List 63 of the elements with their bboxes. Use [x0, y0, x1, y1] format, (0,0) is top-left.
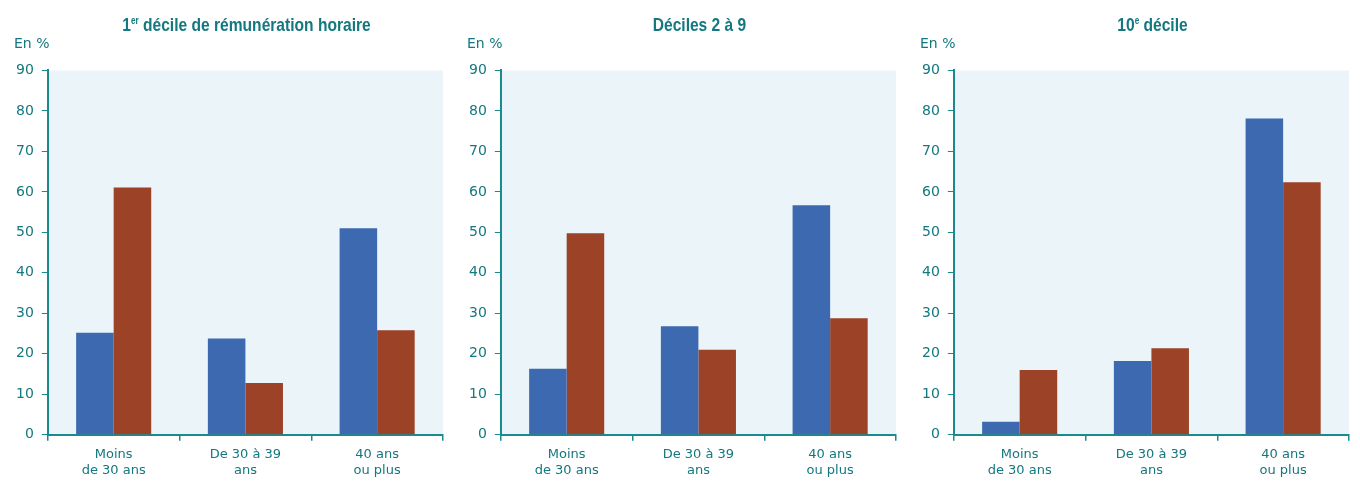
x-tick-label: 40 ans ou plus: [806, 445, 854, 477]
y-tick-label: 40: [15, 263, 34, 280]
y-tick-label: 60: [468, 182, 487, 199]
x-tick-label: Moins de 30 ans: [534, 445, 599, 477]
bar: [339, 228, 378, 435]
y-tick-label: 90: [468, 61, 487, 78]
bar: [1283, 182, 1321, 435]
y-tick-label: 70: [921, 142, 940, 159]
x-tick-label: 40 ans ou plus: [353, 445, 401, 477]
y-tick-label: 40: [921, 263, 940, 280]
y-tick-label: 70: [468, 142, 487, 159]
y-tick-label: 70: [15, 142, 34, 159]
bar: [566, 233, 605, 435]
y-tick-label: 20: [921, 344, 940, 361]
chart-title: 10$^{e}$ décile: [1116, 14, 1189, 36]
y-tick-label: 20: [15, 344, 34, 361]
y-tick-label: 30: [15, 303, 34, 320]
bar: [792, 205, 831, 435]
x-tick-label: 40 ans ou plus: [1259, 445, 1307, 477]
chart-title: Déciles 2 à 9: [651, 14, 748, 36]
y-tick-label: 90: [15, 61, 34, 78]
bar: [529, 368, 567, 435]
y-tick-label: 90: [921, 61, 940, 78]
bar: [245, 382, 283, 435]
y-tick-label: 30: [921, 303, 940, 320]
y-tick-label: 30: [468, 303, 487, 320]
y-tick-label: 60: [921, 182, 940, 199]
bar: [76, 332, 114, 435]
bar: [207, 338, 246, 435]
y-tick-label: 20: [468, 344, 487, 361]
y-tick-label: 10: [468, 384, 487, 401]
bar: [982, 421, 1020, 435]
y-tick-label: 50: [15, 223, 34, 239]
bar: [660, 326, 699, 435]
y-tick-label: 0: [24, 425, 34, 442]
y-axis-title: En %: [920, 35, 956, 51]
y-tick-label: 0: [477, 425, 487, 442]
y-tick-label: 10: [921, 384, 940, 401]
bar: [698, 349, 736, 435]
x-tick-label: De 30 à 39 ans: [662, 445, 735, 477]
bar: [1019, 370, 1058, 435]
x-tick-label: De 30 à 39 ans: [1115, 445, 1188, 477]
y-axis-title: En %: [467, 35, 503, 51]
x-tick-label: Moins de 30 ans: [81, 445, 146, 477]
bar: [1245, 118, 1284, 435]
y-tick-label: 0: [930, 425, 940, 442]
chart-title: 1$^{er}$ décile de rémunération horaire: [121, 14, 372, 36]
y-tick-label: 10: [15, 384, 34, 401]
y-tick-label: 50: [468, 223, 487, 239]
bar: [830, 318, 868, 435]
y-tick-label: 60: [15, 182, 34, 199]
y-tick-label: 80: [921, 101, 940, 118]
x-tick-label: De 30 à 39 ans: [209, 445, 282, 477]
bar: [1113, 361, 1152, 435]
y-tick-label: 80: [468, 101, 487, 118]
y-tick-label: 40: [468, 263, 487, 280]
bar: [1151, 348, 1189, 435]
bar: [377, 330, 415, 435]
y-tick-label: 50: [921, 223, 940, 239]
y-axis-title: En %: [14, 35, 50, 51]
y-tick-label: 80: [15, 101, 34, 118]
x-tick-label: Moins de 30 ans: [987, 445, 1052, 477]
bar: [113, 187, 152, 435]
